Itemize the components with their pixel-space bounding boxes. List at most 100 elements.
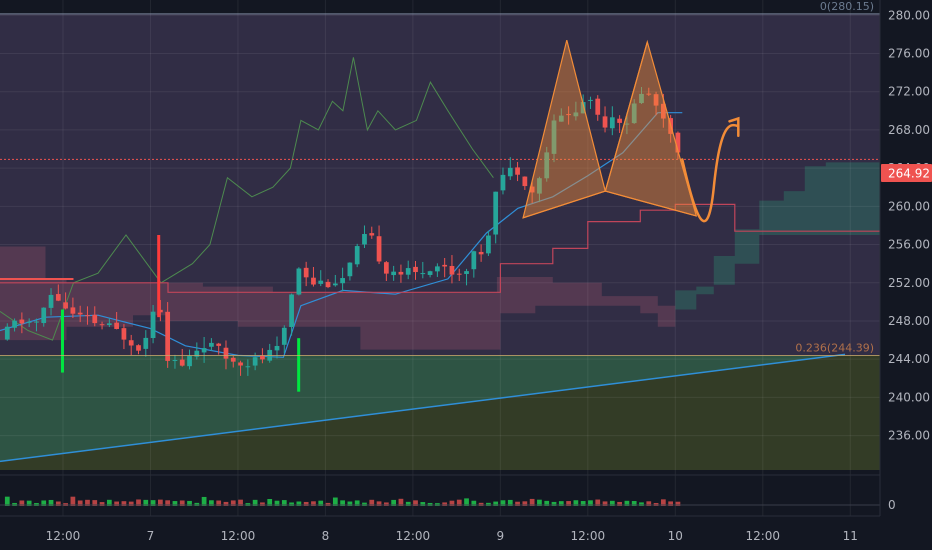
volume-bar [566,501,571,506]
volume-bar [41,500,47,506]
candle-body [332,283,338,286]
signal-bar-red [157,235,161,318]
candle-body [551,120,557,154]
candle-body [77,312,83,315]
price-tick-label: 260.00 [888,199,930,213]
volume-bar [529,498,535,506]
volume-bar [675,501,681,506]
volume-bar [19,500,25,506]
candle-body [369,233,375,236]
time-tick-label: 12:00 [46,529,81,543]
volume-bar [558,501,564,506]
time-tick-label: 8 [322,529,330,543]
candle-body [179,359,185,366]
volume-bar [260,502,265,506]
candle-body [311,277,316,285]
volume-bar [362,502,367,506]
candle-body [340,278,345,284]
volume-bar [646,501,652,506]
candle-body [48,294,54,308]
candle-body [617,118,622,123]
base-line [0,203,880,293]
candle-body [245,366,251,368]
volume-bar [369,499,375,506]
volume-bar [332,497,338,506]
candle-body [675,132,681,153]
volume-bar [595,499,601,506]
time-tick-label: 12:00 [221,529,256,543]
candle-body [537,178,542,194]
price-tick-label: 248.00 [888,314,930,328]
volume-bar [194,502,200,506]
volume-bar [347,501,353,506]
volume-bar [464,498,469,506]
candle-body [70,307,76,314]
candle-body [362,234,367,245]
projection-arrow [728,116,740,137]
volume-bar [4,496,10,506]
last-price-label: 264.92 [888,167,930,181]
candle-body [216,343,222,346]
candle-body [252,357,258,366]
volume-bar [471,500,477,506]
candle-body [55,294,61,301]
candles[interactable] [4,86,681,392]
candle-body [99,324,105,326]
candle-body [4,326,10,340]
volume-bar [391,499,397,506]
candle-body [106,323,112,326]
volume-bar [486,502,491,506]
volume-bar [267,498,273,506]
volume-bar [311,501,316,506]
volume-bar [376,501,382,506]
fib-label: 0(280.15) [820,0,874,13]
volume-bar [106,499,112,506]
volume-bar [230,500,236,506]
candle-body [456,273,462,275]
volume-bar [493,501,499,506]
candle-body [143,337,149,349]
volume-bar [544,500,550,506]
time-tick-label: 11 [843,529,858,543]
candle-body [194,350,200,357]
candle-body [63,302,68,309]
candle-body [26,321,32,323]
volume-bar [85,499,90,506]
projection-curve [681,123,740,223]
time-tick-label: 9 [497,529,505,543]
volume-bar [209,500,214,506]
time-tick-label: 12:00 [745,529,780,543]
candle-body [507,167,513,177]
candle-body [296,268,302,295]
price-tick-label: 272.00 [888,85,930,99]
candle-body [92,314,98,324]
grid-lines [0,0,880,516]
candle-body [223,347,229,359]
harmonic-pattern[interactable] [522,39,740,223]
candle-body [325,281,331,288]
volume-bar [427,502,433,506]
volume-bar [150,500,156,506]
volume-bar [318,500,324,506]
volume-bar [383,502,389,506]
price-tick-label: 276.00 [888,46,930,60]
candle-body [653,94,659,106]
candle-body [588,99,593,101]
tick-labels: 236.00 240.00 244.00 248.00 252.00 256.00 260.… [46,8,930,543]
volume-bar [580,501,586,506]
volume-bar [602,501,608,506]
candle-body [172,360,178,362]
volume-bar [289,502,294,506]
volume-bar [522,501,528,506]
volume-bar [624,500,630,506]
cloud-green [675,158,880,310]
cloud-backgrounds [0,13,880,470]
volume-bar [303,501,309,506]
candle-body [646,93,652,95]
candle-body [631,103,637,124]
trend-line [0,353,846,463]
volume-bar [478,502,484,506]
